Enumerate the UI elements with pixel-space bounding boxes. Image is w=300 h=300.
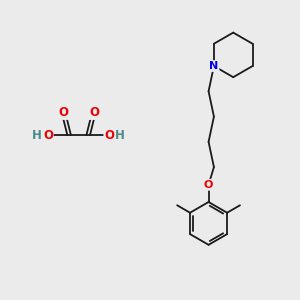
Text: O: O — [58, 106, 68, 119]
Text: O: O — [204, 180, 213, 190]
Text: N: N — [209, 61, 218, 71]
Text: H: H — [115, 129, 125, 142]
Text: H: H — [32, 129, 42, 142]
Text: O: O — [104, 129, 114, 142]
Text: O: O — [43, 129, 53, 142]
Text: O: O — [89, 106, 99, 119]
